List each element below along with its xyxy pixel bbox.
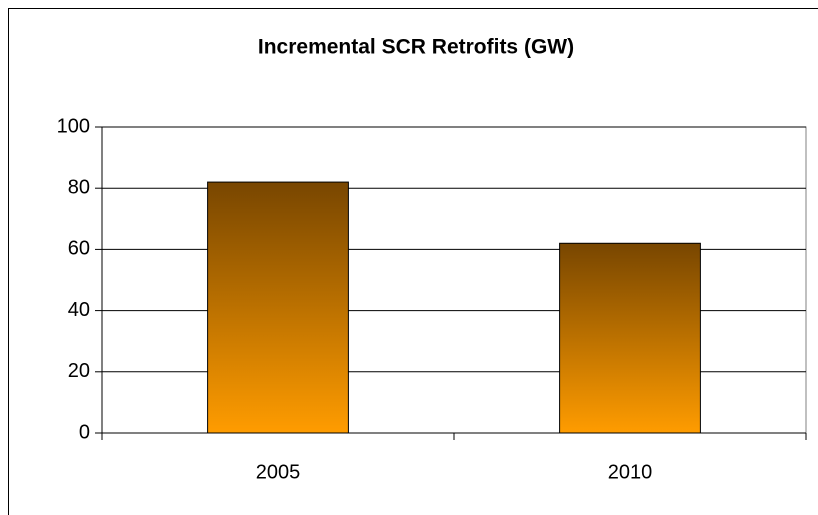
- x-tick-label: 2010: [608, 461, 653, 483]
- y-tick-label: 100: [57, 115, 90, 137]
- bar: [207, 181, 349, 434]
- chart-title: Incremental SCR Retrofits (GW): [258, 36, 574, 59]
- y-tick-label: 60: [68, 238, 90, 260]
- y-tick-label: 80: [68, 176, 90, 198]
- x-tick-label: 2005: [256, 461, 301, 483]
- chart-frame: [8, 8, 818, 515]
- y-tick-label: 0: [79, 421, 90, 443]
- bar: [559, 242, 701, 434]
- y-tick-label: 20: [68, 360, 90, 382]
- y-tick-label: 40: [68, 299, 90, 321]
